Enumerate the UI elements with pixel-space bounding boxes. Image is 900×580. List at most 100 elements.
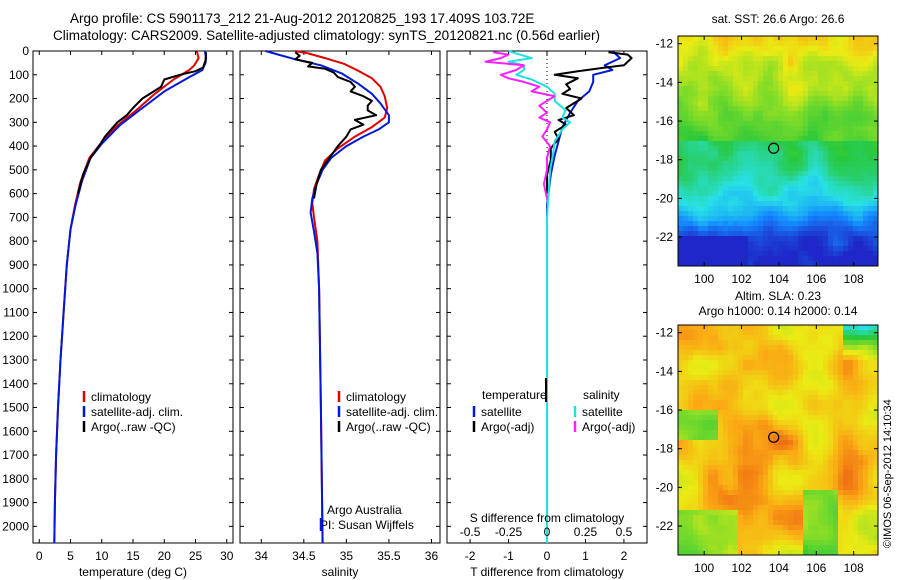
temperature-xtick-label: 30 xyxy=(220,549,234,563)
salinity-xtick-label: 36 xyxy=(425,549,439,563)
temperature-series-satellite-adj-clim- xyxy=(53,50,208,544)
temperature-xtick-label: 20 xyxy=(158,549,172,563)
temperature-legend-satellite-label: satellite-adj. clim. xyxy=(91,405,183,419)
sla_map-frame xyxy=(677,324,879,556)
sst_map-ytick-label: -18 xyxy=(656,153,674,167)
sla_map-ytick-label: -22 xyxy=(656,519,674,533)
temperature-ytick-label: 200 xyxy=(9,92,29,106)
temperature-ytick-label: 1200 xyxy=(2,329,29,343)
temperature-ytick-label: 1900 xyxy=(2,496,29,510)
temperature-series-argo-raw-qc- xyxy=(77,52,208,194)
difference-xtick-label: 0 xyxy=(544,549,551,563)
temperature-xtick-label: 15 xyxy=(126,549,140,563)
sla_map-argo-position-marker xyxy=(768,431,780,443)
difference-xtick-label: 2 xyxy=(621,549,628,563)
salinity-xlabel: salinity xyxy=(322,565,359,579)
difference-salinity-tick-label: 0.25 xyxy=(574,525,598,539)
temperature-ytick-label: 300 xyxy=(9,115,29,129)
salinity-xtick-label: 35 xyxy=(340,549,354,563)
temperature-ytick-label: 1100 xyxy=(3,305,29,319)
sla_map-xtick-label: 102 xyxy=(732,561,752,575)
difference-legend-salinity-title: salinity xyxy=(583,388,620,402)
salinity-legend-satellite-label: satellite-adj. clim. xyxy=(346,405,438,419)
sla_map-ytick-label: -20 xyxy=(656,480,674,494)
sla-map-subtitle: Argo h1000: 0.14 h2000: 0.14 xyxy=(699,304,858,318)
sla_map-ytick-label: -14 xyxy=(656,364,674,378)
sla_map-xtick-label: 104 xyxy=(769,561,789,575)
sla_map-xtick-label: 100 xyxy=(694,561,714,575)
salinity-xtick-label: 35.5 xyxy=(377,549,401,563)
temperature-ytick-label: 600 xyxy=(9,187,29,201)
temperature-series-climatology xyxy=(53,50,200,544)
sla_map-ytick-label: -16 xyxy=(656,403,674,417)
salinity-legend-argo-label: Argo(..raw -QC) xyxy=(346,420,431,434)
sla_map-xtick-label: 108 xyxy=(844,561,864,575)
difference-legend-temperature-title: temperature xyxy=(482,388,547,402)
salinity-series-climatology xyxy=(295,50,389,544)
temperature-ytick-label: 700 xyxy=(9,210,29,224)
sst-map-title: sat. SST: 26.6 Argo: 26.6 xyxy=(712,12,845,26)
sst_map-heatmap-cells xyxy=(678,36,879,267)
temperature-ytick-label: 0 xyxy=(22,44,29,58)
salinity-series-satellite-adj-clim- xyxy=(265,50,390,544)
difference-xtick-label: -1 xyxy=(503,549,514,563)
imos-credit-stamp: ©IMOS 06-Sep-2012 14:10:34 xyxy=(882,399,894,548)
difference-series-t-satellite xyxy=(546,50,622,543)
temperature-xtick-label: 10 xyxy=(95,549,109,563)
difference-legend-t-satellite-label: satellite xyxy=(481,405,522,419)
plot-title-line-1: Argo profile: CS 5901173_212 21-Aug-2012… xyxy=(70,11,535,26)
sst_map-xtick-label: 100 xyxy=(694,272,714,286)
difference-xtick-label: -2 xyxy=(465,549,476,563)
salinity-annotation-line1: Argo Australia xyxy=(327,503,402,517)
temperature-ytick-label: 1000 xyxy=(2,282,29,296)
difference-salinity-tick-label: -0.25 xyxy=(495,525,523,539)
difference-salinity-tick-label: -0.5 xyxy=(460,525,481,539)
sla_map-ytick-label: -12 xyxy=(656,326,674,340)
sst_map-frame xyxy=(677,35,879,267)
temperature-xlabel: temperature (deg C) xyxy=(79,565,187,579)
sla_map-xtick-label: 106 xyxy=(806,561,826,575)
sst_map-xtick-label: 106 xyxy=(806,272,826,286)
temperature-ytick-label: 1600 xyxy=(2,424,29,438)
sst_map-ytick-label: -16 xyxy=(656,114,674,128)
temperature-xtick-label: 0 xyxy=(36,549,43,563)
salinity-xtick-label: 34.5 xyxy=(292,549,316,563)
temperature-ytick-label: 1300 xyxy=(2,353,29,367)
difference-legend-s-argo-label: Argo(-adj) xyxy=(582,420,635,434)
temperature-xtick-label: 25 xyxy=(189,549,203,563)
temperature-ytick-label: 1400 xyxy=(2,377,29,391)
temperature-ytick-label: 900 xyxy=(9,258,29,272)
sla-map-title: Altim. SLA: 0.23 xyxy=(735,289,821,303)
sst_map-argo-position-marker xyxy=(768,142,780,154)
temperature-ytick-label: 800 xyxy=(9,234,29,248)
sst_map-ytick-label: -12 xyxy=(656,37,674,51)
temperature-ytick-label: 100 xyxy=(9,68,29,82)
sla_map-ytick-label: -18 xyxy=(656,442,674,456)
temperature-frame xyxy=(32,50,234,544)
difference-salinity-tick-label: 0 xyxy=(544,525,551,539)
sla_map-heatmap-cells xyxy=(678,325,879,556)
salinity-xtick-label: 34 xyxy=(255,549,269,563)
sst_map-xtick-label: 108 xyxy=(844,272,864,286)
sst_map-xtick-label: 104 xyxy=(769,272,789,286)
sst_map-ytick-label: -22 xyxy=(656,230,674,244)
difference-series-t-argo-adj- xyxy=(546,51,633,194)
temperature-ytick-label: 2000 xyxy=(2,519,29,533)
sst_map-ytick-label: -14 xyxy=(656,75,674,89)
temperature-ytick-label: 1500 xyxy=(2,401,29,415)
difference-xtick-label: 1 xyxy=(582,549,589,563)
difference-salinity-tick-label: 0.5 xyxy=(616,525,633,539)
salinity-frame xyxy=(239,50,441,544)
salinity-series-argo-raw-qc- xyxy=(294,51,378,199)
sst_map-xtick-label: 102 xyxy=(732,272,752,286)
difference-salinity-xlabel: S difference from climatology xyxy=(470,511,625,525)
difference-series-s-satellite xyxy=(507,50,572,543)
salinity-legend-climatology-label: climatology xyxy=(346,390,406,404)
temperature-ytick-label: 500 xyxy=(9,163,29,177)
temperature-xtick-label: 5 xyxy=(67,549,74,563)
difference-temperature-xlabel: T difference from climatology xyxy=(470,565,624,579)
sst_map-ytick-label: -20 xyxy=(656,191,674,205)
difference-legend-t-argo-label: Argo(-adj) xyxy=(481,420,534,434)
